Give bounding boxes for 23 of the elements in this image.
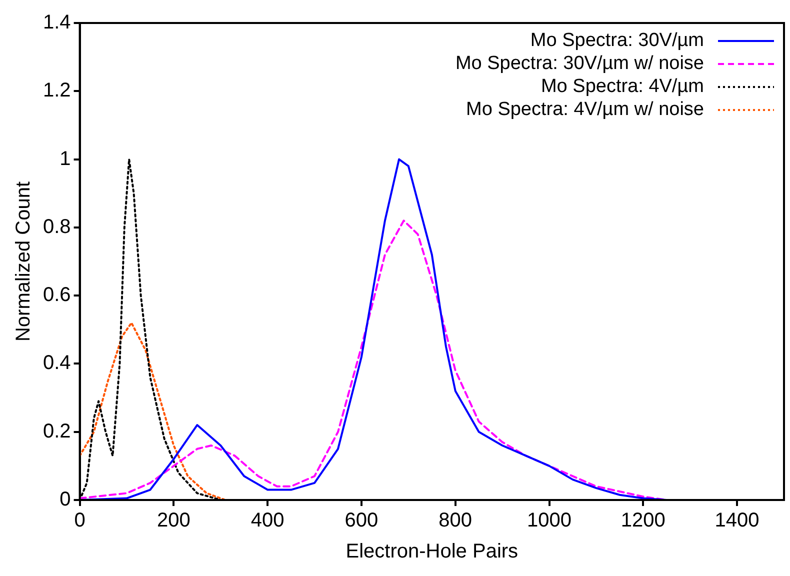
x-axis-title: Electron-Hole Pairs: [346, 540, 518, 563]
line-series: [80, 322, 226, 500]
legend-label: Mo Spectra: 4V/µm w/ noise: [466, 98, 704, 121]
x-tick-label: 800: [438, 510, 472, 532]
x-tick-label: 600: [344, 510, 378, 532]
y-tick-label: 1: [60, 148, 71, 170]
x-tick-label: 1000: [527, 510, 572, 532]
y-axis-title: Normalized Count: [12, 181, 35, 342]
legend-label: Mo Spectra: 4V/µm: [540, 75, 704, 98]
x-tick-label: 0: [74, 510, 86, 532]
y-tick-label: 0: [60, 488, 71, 511]
x-tick-label: 400: [250, 510, 284, 532]
y-tick-label: 1.2: [42, 80, 71, 102]
legend-label: Mo Spectra: 30V/µm: [530, 29, 704, 52]
x-tick-label: 200: [157, 510, 190, 532]
y-tick-label: 1.4: [42, 12, 71, 34]
y-tick-label: 0.6: [42, 284, 71, 306]
x-tick-label: 1200: [620, 510, 666, 532]
legend-label: Mo Spectra: 30V/µm w/ noise: [455, 52, 704, 75]
y-tick-label: 0.2: [42, 420, 71, 442]
y-tick-label: 0.8: [42, 216, 71, 238]
y-tick-label: 0.4: [42, 352, 71, 374]
x-tick-label: 1400: [714, 510, 760, 532]
